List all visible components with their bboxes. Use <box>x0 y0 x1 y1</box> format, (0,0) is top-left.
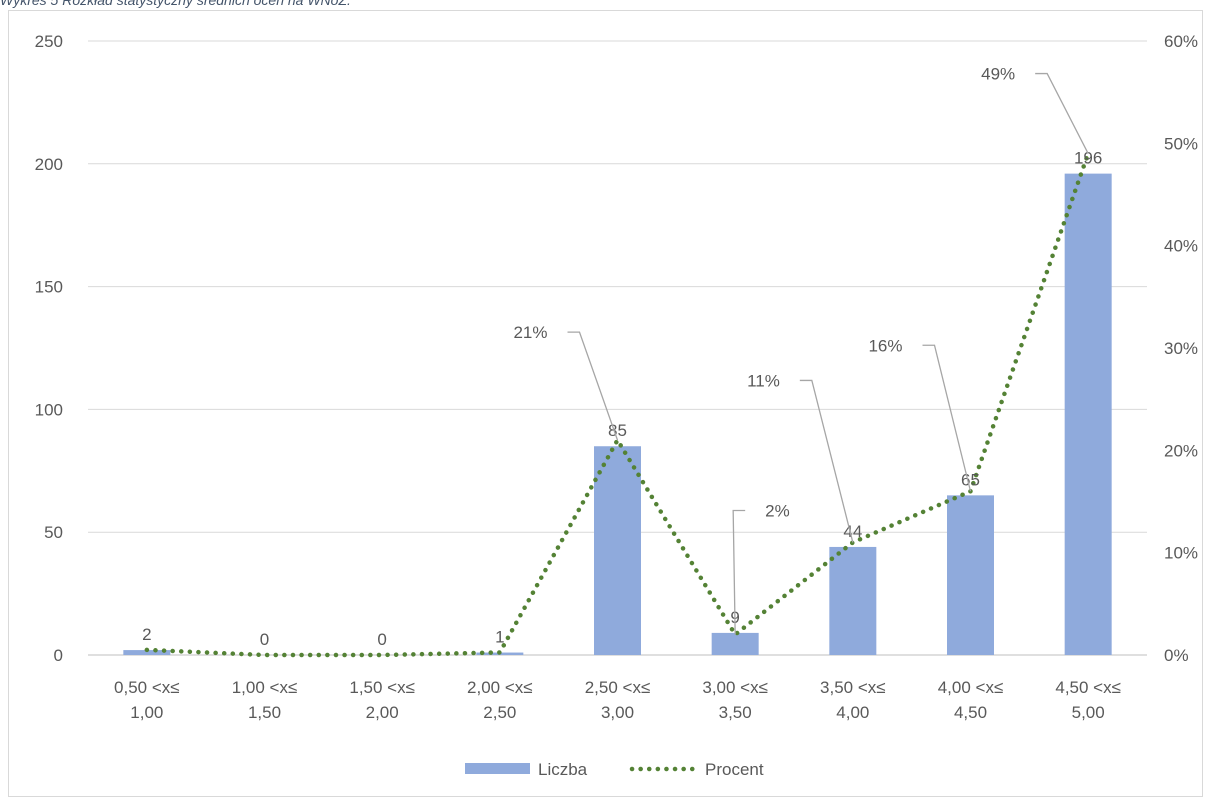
line-data-label: 21% <box>513 323 547 342</box>
x-tick-label: 0,50 <x≤ 1,00 <box>114 678 180 722</box>
x-tick-label: 4,00 <x≤ 4,50 <box>938 678 1004 722</box>
x-tick-label: 2,00 <x≤ 2,50 <box>467 678 533 722</box>
y-left-tick-label: 50 <box>44 523 63 542</box>
chart-area <box>8 10 1203 797</box>
leader-line <box>567 331 619 441</box>
leader-line <box>732 509 746 635</box>
y-right-tick-label: 30% <box>1164 339 1198 358</box>
bar <box>594 446 641 655</box>
x-axis: 0,50 <x≤ 1,00 1,00 <x≤ 1,50 1,50 <x≤ 2,00 2,00… <box>114 678 1121 722</box>
line-data-label: 49% <box>981 65 1015 84</box>
x-tick-label: 3,00 <x≤ 3,50 <box>702 678 768 722</box>
y-axis-left: 0 50 100 150 200 250 <box>35 32 63 665</box>
leader-line <box>799 379 854 543</box>
line-series-procent <box>144 151 1091 658</box>
y-left-tick-label: 250 <box>35 32 63 51</box>
x-tick-label: 1,50 <x≤ 2,00 <box>349 678 415 722</box>
bar-data-label: 0 <box>377 630 386 649</box>
legend: Liczba Procent <box>465 760 764 779</box>
y-right-tick-label: 0% <box>1164 646 1189 665</box>
bar-data-label: 2 <box>142 625 151 644</box>
bar-series-liczba <box>123 173 1112 655</box>
x-tick-label: 1,00 <x≤ 1,50 <box>232 678 298 722</box>
figure-caption: Wykres 5 Rozkład statystyczny średnich o… <box>0 0 351 8</box>
bar-data-label: 1 <box>495 628 504 647</box>
leader-lines <box>567 72 1089 635</box>
bar-data-label: 44 <box>843 522 862 541</box>
y-left-tick-label: 200 <box>35 155 63 174</box>
bar <box>711 632 759 655</box>
y-right-tick-label: 20% <box>1164 441 1198 460</box>
y-axis-right: 0% 10% 20% 30% 40% 50% 60% <box>1164 32 1198 665</box>
leader-line <box>922 344 972 492</box>
y-right-tick-label: 60% <box>1164 32 1198 51</box>
bar <box>829 546 877 655</box>
line-data-labels: 21% 2% 11% 16% 49% <box>513 65 1015 521</box>
x-tick-label: 4,50 <x≤ 5,00 <box>1055 678 1121 722</box>
x-tick-label: 3,50 <x≤ 4,00 <box>820 678 886 722</box>
bar-data-label: 0 <box>260 630 269 649</box>
y-left-tick-label: 150 <box>35 278 63 297</box>
bar-data-label: 65 <box>961 470 980 489</box>
legend-label-liczba: Liczba <box>538 760 588 779</box>
y-right-tick-label: 40% <box>1164 237 1198 256</box>
bar-data-label: 196 <box>1074 149 1102 168</box>
y-right-tick-label: 50% <box>1164 134 1198 153</box>
bar <box>123 650 171 655</box>
bar <box>947 495 994 655</box>
legend-swatch-liczba <box>465 763 530 774</box>
line-data-label: 2% <box>765 502 790 521</box>
line-data-label: 16% <box>868 336 902 355</box>
y-left-tick-label: 100 <box>35 400 63 419</box>
legend-label-procent: Procent <box>705 760 764 779</box>
line-data-label: 11% <box>747 371 780 390</box>
y-left-tick-label: 0 <box>54 646 63 665</box>
x-tick-label: 2,50 <x≤ 3,00 <box>585 678 651 722</box>
procent-line <box>144 151 1091 658</box>
bar-data-label: 85 <box>608 421 627 440</box>
y-right-tick-label: 10% <box>1164 544 1198 563</box>
bar <box>1064 173 1112 655</box>
leader-line <box>1035 72 1089 154</box>
